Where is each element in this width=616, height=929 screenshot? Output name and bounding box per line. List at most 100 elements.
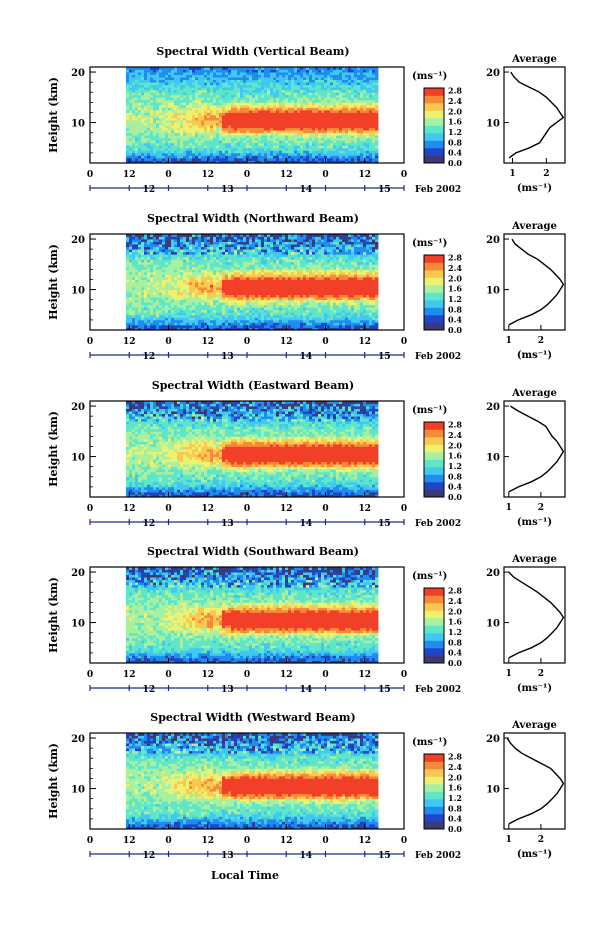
heatmap-cell (234, 97, 238, 101)
heatmap-cell (255, 122, 259, 126)
heatmap-cell (294, 97, 298, 101)
heatmap-cell (243, 107, 247, 111)
heatmap-cell (336, 132, 340, 136)
heatmap-cell (183, 324, 187, 328)
heatmap-cell (324, 155, 328, 159)
heatmap-cell (213, 299, 217, 303)
heatmap-cell (243, 84, 247, 88)
heatmap-cell (171, 157, 175, 161)
heatmap-cell (243, 117, 247, 121)
heatmap-cell (231, 282, 235, 285)
heatmap-cell (261, 317, 265, 321)
heatmap-cell (138, 271, 142, 275)
heatmap-cell (165, 319, 169, 323)
heatmap-cell (213, 147, 217, 151)
heatmap-cell (306, 150, 310, 154)
heatmap-cell (246, 137, 250, 141)
heatmap-cell (201, 264, 205, 268)
heatmap-cell (321, 82, 325, 86)
heatmap-cell (315, 122, 319, 126)
heatmap-cell (312, 72, 316, 75)
heatmap-cell (177, 289, 181, 293)
heatmap-cell (159, 327, 163, 331)
heatmap-cell (339, 69, 343, 73)
heatmap-cell (207, 99, 211, 103)
heatmap-cell (240, 107, 244, 111)
heatmap-cell (342, 77, 346, 81)
heatmap-cell (300, 155, 304, 159)
heatmap-cell (258, 327, 262, 331)
heatmap-cell (234, 324, 238, 328)
heatmap-cell (285, 117, 289, 121)
heatmap-cell (207, 150, 211, 154)
heatmap-cell (135, 256, 139, 260)
heatmap-cell (243, 271, 247, 275)
heatmap-cell (357, 137, 361, 141)
heatmap-cell (210, 67, 214, 70)
heatmap-cell (249, 264, 253, 268)
heatmap-cell (165, 276, 169, 280)
heatmap-cell (186, 69, 190, 73)
heatmap-cell (162, 266, 166, 270)
heatmap-cell (252, 324, 256, 328)
heatmap-cell (147, 137, 151, 141)
heatmap-cell (234, 236, 238, 240)
heatmap-cell (144, 69, 148, 73)
heatmap-cell (225, 314, 229, 318)
heatmap-cell (126, 115, 130, 118)
heatmap-cell (174, 244, 178, 248)
heatmap-cell (237, 266, 241, 270)
heatmap-cell (135, 239, 139, 242)
heatmap-cell (342, 127, 346, 131)
heatmap-cell (165, 145, 169, 149)
heatmap-cell (213, 120, 217, 123)
heatmap-cell (156, 279, 160, 283)
heatmap-cell (138, 246, 142, 250)
heatmap-cell (219, 251, 223, 255)
heatmap-cell (222, 261, 226, 265)
heatmap-cell (246, 269, 250, 273)
heatmap-cell (216, 309, 220, 313)
heatmap-cell (126, 236, 130, 240)
heatmap-cell (237, 84, 241, 88)
heatmap-cell (156, 130, 160, 134)
heatmap-cell (162, 157, 166, 161)
heatmap-cell (138, 115, 142, 118)
heatmap-cell (225, 94, 229, 98)
heatmap-cell (282, 102, 286, 106)
heatmap-cell (180, 317, 184, 321)
heatmap-cell (135, 294, 139, 298)
heatmap-cell (183, 264, 187, 268)
heatmap-cell (234, 79, 238, 83)
heatmap-cell (183, 312, 187, 316)
heatmap-cell (150, 145, 154, 149)
heatmap-cell (207, 236, 211, 240)
heatmap-cell (255, 324, 259, 328)
heatmap-cell (195, 244, 199, 248)
heatmap-cell (147, 322, 151, 326)
heatmap-cell (324, 94, 328, 98)
heatmap-cell (177, 327, 181, 331)
heatmap-cell (249, 107, 253, 111)
heatmap-cell (309, 109, 313, 113)
heatmap-cell (246, 102, 250, 106)
heatmap-cell (276, 92, 280, 96)
heatmap-cell (342, 92, 346, 96)
heatmap-cell (135, 314, 139, 318)
heatmap-cell (351, 142, 355, 146)
heatmap-cell (180, 142, 184, 146)
heatmap-cell (132, 254, 136, 258)
heatmap-cell (162, 276, 166, 280)
heatmap-cell (201, 104, 205, 108)
heatmap-cell (165, 239, 169, 242)
heatmap-cell (150, 251, 154, 255)
heatmap-cell (330, 109, 334, 113)
heatmap-cell (153, 155, 157, 159)
heatmap-cell (147, 271, 151, 275)
heatmap-cell (330, 82, 334, 86)
heatmap-cell (309, 130, 313, 134)
heatmap-cell (162, 241, 166, 245)
heatmap-cell (171, 249, 175, 253)
heatmap-cell (249, 236, 253, 240)
heatmap-cell (144, 264, 148, 268)
